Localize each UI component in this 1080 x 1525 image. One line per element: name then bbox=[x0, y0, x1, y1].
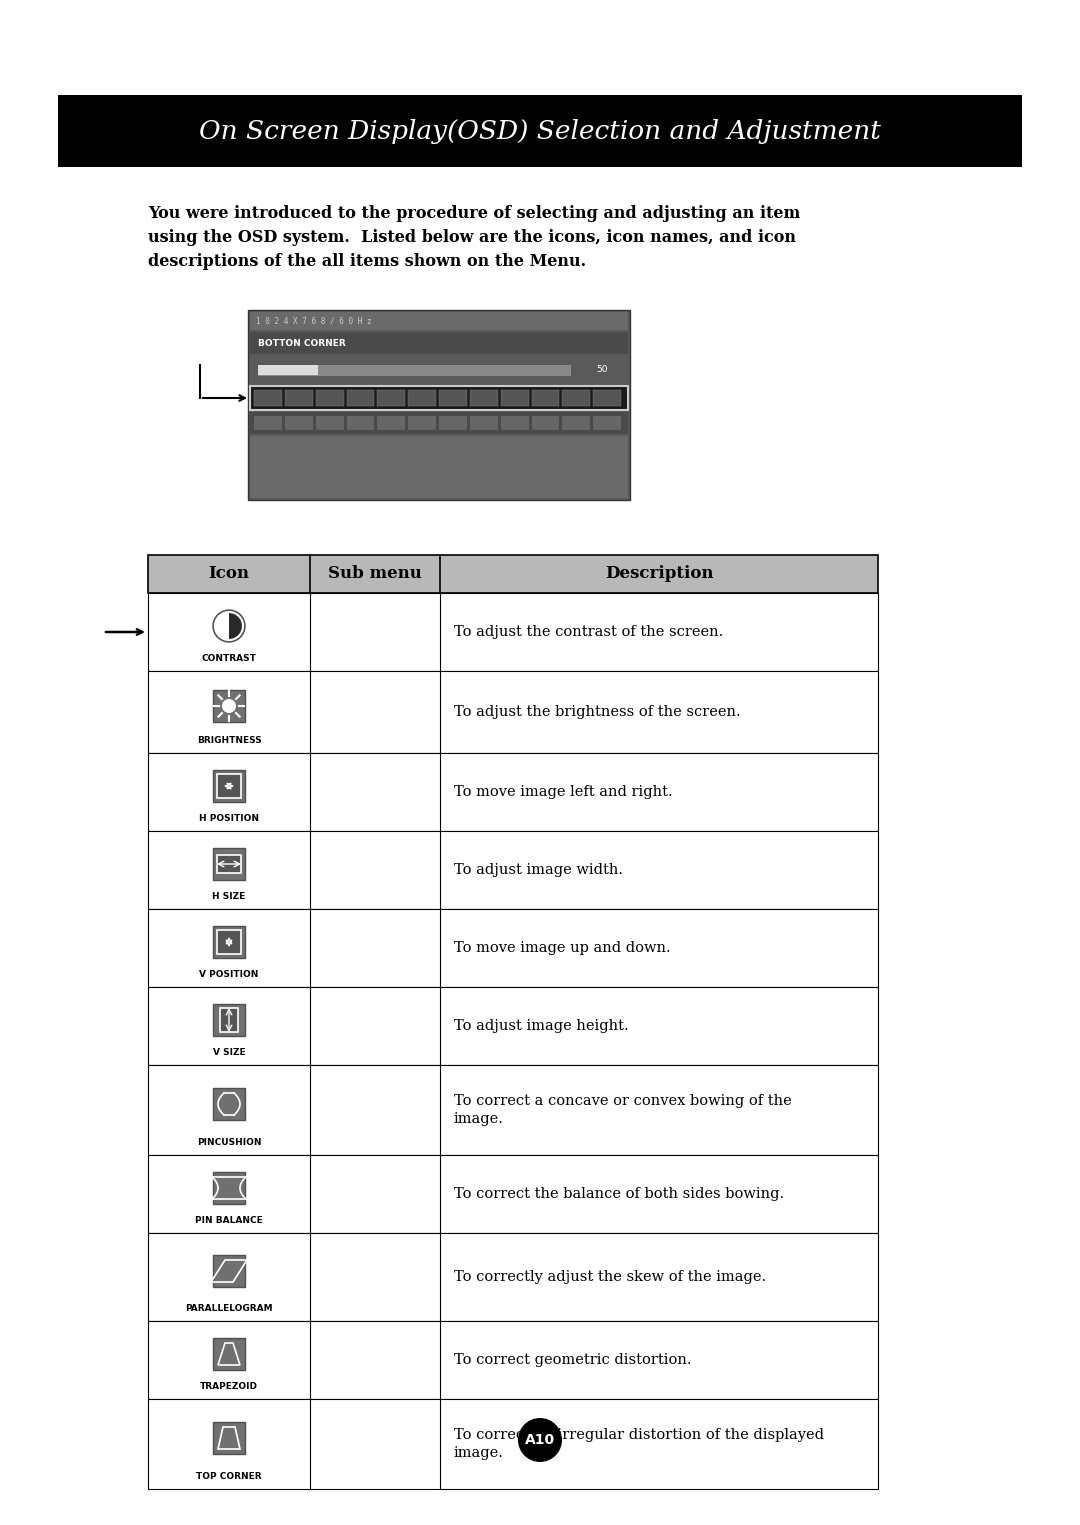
Bar bbox=[148, 909, 878, 987]
Bar bbox=[377, 416, 405, 430]
Wedge shape bbox=[229, 612, 243, 640]
Bar bbox=[501, 416, 528, 430]
Bar bbox=[258, 364, 570, 375]
Bar bbox=[213, 926, 245, 958]
Bar bbox=[213, 1003, 245, 1035]
Text: You were introduced to the procedure of selecting and adjusting an item
using th: You were introduced to the procedure of … bbox=[148, 204, 800, 270]
Text: Description: Description bbox=[605, 566, 713, 583]
Bar bbox=[213, 848, 245, 880]
Bar bbox=[593, 390, 621, 406]
Text: Sub menu: Sub menu bbox=[328, 566, 422, 583]
Bar bbox=[563, 390, 590, 406]
Text: To move image left and right.: To move image left and right. bbox=[454, 785, 673, 799]
Text: TRAPEZOID: TRAPEZOID bbox=[200, 1382, 258, 1391]
Bar bbox=[220, 1008, 238, 1032]
Bar bbox=[593, 416, 621, 430]
Bar bbox=[531, 390, 559, 406]
Bar bbox=[249, 355, 627, 384]
Text: TOP CORNER: TOP CORNER bbox=[197, 1472, 261, 1481]
Text: A10: A10 bbox=[525, 1434, 555, 1447]
Bar bbox=[148, 671, 878, 753]
Text: V SIZE: V SIZE bbox=[213, 1048, 245, 1057]
Bar bbox=[249, 386, 627, 410]
Bar bbox=[438, 416, 467, 430]
Bar bbox=[148, 555, 878, 593]
Text: 50: 50 bbox=[596, 366, 608, 375]
Text: To adjust image width.: To adjust image width. bbox=[454, 863, 623, 877]
Bar bbox=[213, 1421, 245, 1453]
Circle shape bbox=[213, 610, 245, 642]
Circle shape bbox=[222, 698, 237, 714]
Bar bbox=[217, 930, 241, 955]
Text: To correct an irregular distortion of the displayed
image.: To correct an irregular distortion of th… bbox=[454, 1427, 824, 1461]
Bar bbox=[217, 775, 241, 798]
Text: BOTTON CORNER: BOTTON CORNER bbox=[258, 339, 346, 348]
Bar bbox=[285, 416, 313, 430]
Bar bbox=[438, 390, 467, 406]
Text: To correct geometric distortion.: To correct geometric distortion. bbox=[454, 1353, 691, 1366]
Bar bbox=[258, 364, 318, 375]
Text: PINCUSHION: PINCUSHION bbox=[197, 1138, 261, 1147]
Bar bbox=[285, 390, 313, 406]
Text: To correct a concave or convex bowing of the
image.: To correct a concave or convex bowing of… bbox=[454, 1093, 792, 1127]
Bar bbox=[213, 1255, 245, 1287]
Bar bbox=[213, 689, 245, 721]
Bar bbox=[315, 390, 343, 406]
Bar bbox=[408, 390, 436, 406]
Bar bbox=[531, 416, 559, 430]
Bar bbox=[470, 416, 498, 430]
Bar bbox=[213, 1337, 245, 1369]
Text: To adjust the brightness of the screen.: To adjust the brightness of the screen. bbox=[454, 705, 741, 718]
Bar bbox=[249, 313, 627, 329]
Text: To correctly adjust the skew of the image.: To correctly adjust the skew of the imag… bbox=[454, 1270, 766, 1284]
Bar bbox=[148, 1154, 878, 1234]
Text: To adjust image height.: To adjust image height. bbox=[454, 1019, 629, 1032]
Bar bbox=[148, 1321, 878, 1398]
Text: To move image up and down.: To move image up and down. bbox=[454, 941, 671, 955]
Bar bbox=[347, 416, 375, 430]
Text: 1 0 2 4 X 7 6 8 / 6 0 H z: 1 0 2 4 X 7 6 8 / 6 0 H z bbox=[256, 317, 372, 325]
Wedge shape bbox=[215, 612, 229, 640]
Bar bbox=[563, 416, 590, 430]
Text: To correct the balance of both sides bowing.: To correct the balance of both sides bow… bbox=[454, 1186, 784, 1202]
Circle shape bbox=[518, 1418, 562, 1462]
Bar bbox=[249, 332, 627, 354]
Bar bbox=[148, 753, 878, 831]
Bar bbox=[501, 390, 528, 406]
Bar bbox=[213, 1087, 245, 1119]
Bar bbox=[58, 95, 1022, 168]
Bar bbox=[347, 390, 375, 406]
Text: H SIZE: H SIZE bbox=[213, 892, 245, 901]
Text: BRIGHTNESS: BRIGHTNESS bbox=[197, 737, 261, 746]
Bar bbox=[148, 1064, 878, 1154]
Text: CONTRAST: CONTRAST bbox=[202, 654, 256, 663]
Bar bbox=[470, 390, 498, 406]
Text: To adjust the contrast of the screen.: To adjust the contrast of the screen. bbox=[454, 625, 724, 639]
Text: On Screen Display(OSD) Selection and Adjustment: On Screen Display(OSD) Selection and Adj… bbox=[199, 119, 881, 143]
Bar bbox=[148, 593, 878, 671]
Text: PIN BALANCE: PIN BALANCE bbox=[195, 1215, 262, 1225]
Text: Icon: Icon bbox=[208, 566, 249, 583]
Bar bbox=[249, 412, 627, 435]
Bar bbox=[408, 416, 436, 430]
Bar bbox=[377, 390, 405, 406]
Bar bbox=[254, 416, 282, 430]
Bar bbox=[148, 987, 878, 1064]
Bar bbox=[254, 390, 282, 406]
Bar bbox=[213, 770, 245, 802]
Bar bbox=[248, 310, 630, 500]
Bar bbox=[249, 436, 627, 499]
Bar bbox=[148, 1398, 878, 1488]
Text: V POSITION: V POSITION bbox=[200, 970, 259, 979]
Text: H POSITION: H POSITION bbox=[199, 814, 259, 824]
Bar bbox=[148, 1234, 878, 1321]
Bar bbox=[148, 831, 878, 909]
Text: PARALLELOGRAM: PARALLELOGRAM bbox=[185, 1304, 273, 1313]
Bar bbox=[315, 416, 343, 430]
Bar bbox=[217, 856, 241, 872]
Bar bbox=[213, 1173, 245, 1205]
